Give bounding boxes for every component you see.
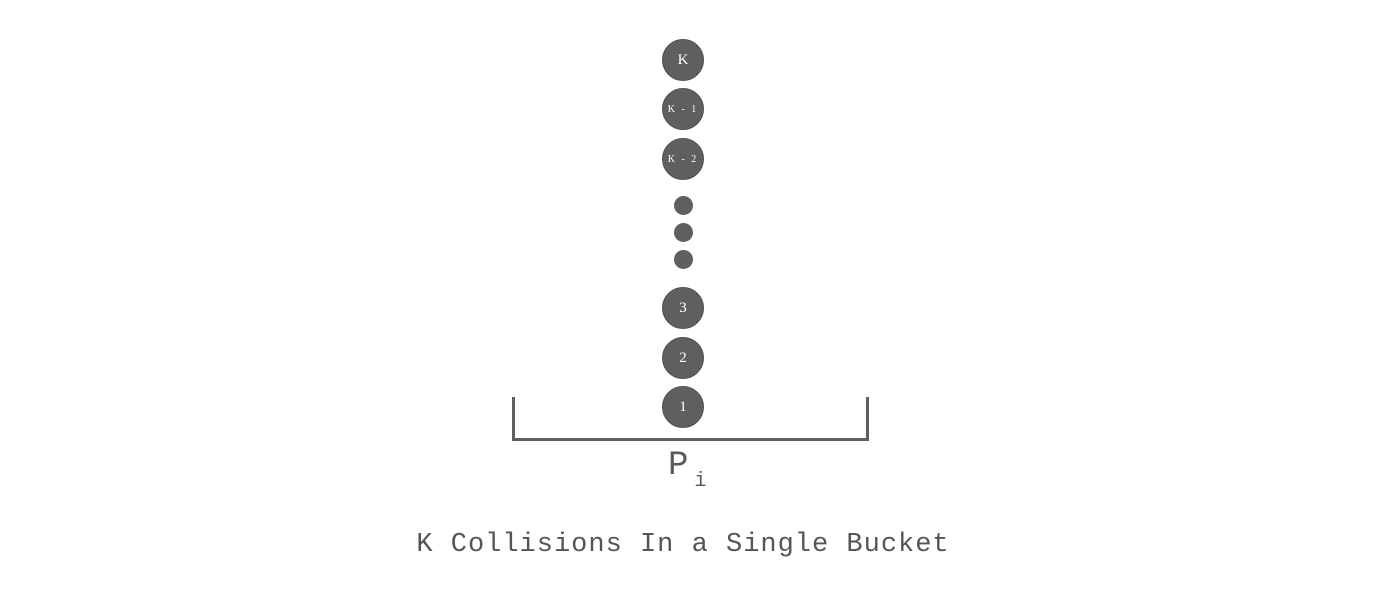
bucket-bracket — [512, 397, 869, 441]
bucket-label-main: P — [668, 447, 689, 485]
diagram-caption: K Collisions In a Single Bucket — [416, 530, 950, 560]
collision-item-2: 2 — [662, 337, 704, 379]
ellipsis-dot — [673, 249, 693, 269]
ellipsis-dot — [673, 222, 693, 242]
collision-item-k: K — [662, 39, 704, 81]
collision-item-k-minus-2: K - 2 — [662, 138, 704, 180]
ellipsis-dot — [673, 195, 693, 215]
bucket-label-subscript: i — [694, 470, 707, 493]
collision-item-1: 1 — [662, 386, 704, 428]
collision-item-3: 3 — [662, 287, 704, 329]
collision-item-k-minus-1: K - 1 — [662, 88, 704, 130]
